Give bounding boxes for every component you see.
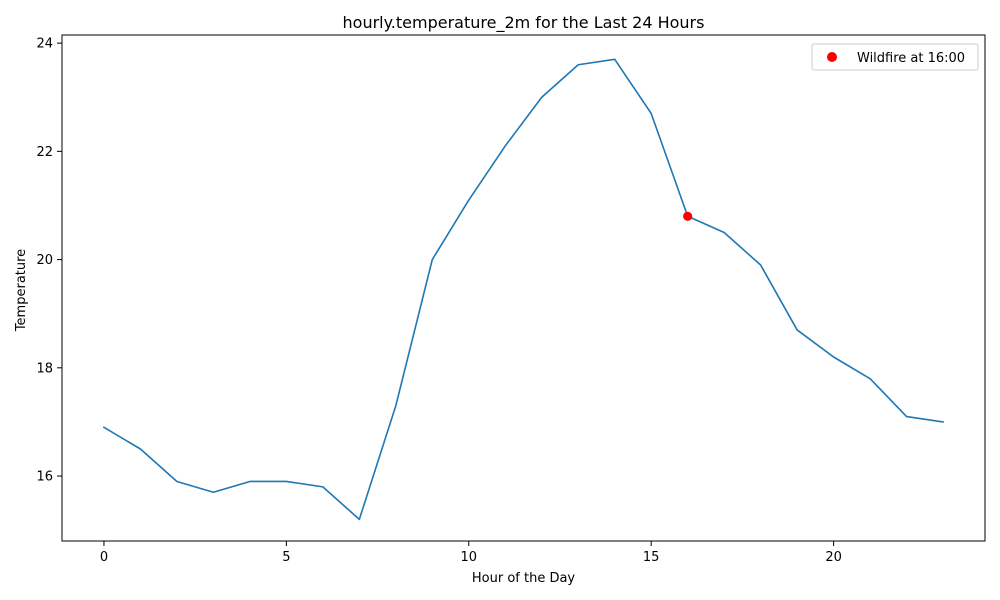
x-tick-label: 0 — [100, 550, 108, 565]
marker-point-0 — [683, 211, 693, 221]
y-tick-label: 20 — [36, 253, 53, 268]
series-line-0 — [102, 58, 944, 521]
axes-frame — [61, 34, 986, 542]
plot-area — [102, 58, 944, 521]
legend-box — [811, 43, 979, 71]
y-tick-label: 18 — [36, 361, 53, 376]
legend: Wildfire at 16:00 — [811, 43, 979, 71]
y-axis-label: Temperature — [14, 249, 29, 332]
axes: 0 5 10 15 20 16 18 20 22 24 — [36, 34, 986, 565]
y-tick-label: 24 — [36, 37, 53, 52]
legend-marker — [827, 52, 837, 62]
x-tick-label: 5 — [282, 550, 290, 565]
legend-entry-label: Wildfire at 16:00 — [857, 51, 965, 66]
x-tick-label: 10 — [461, 550, 478, 565]
x-axis-label: Hour of the Day — [472, 571, 576, 586]
x-tick-label: 20 — [825, 550, 842, 565]
x-tick-label: 15 — [643, 550, 660, 565]
y-tick-label: 16 — [36, 470, 53, 485]
chart-title: hourly.temperature_2m for the Last 24 Ho… — [343, 13, 705, 33]
y-tick-label: 22 — [36, 145, 53, 160]
